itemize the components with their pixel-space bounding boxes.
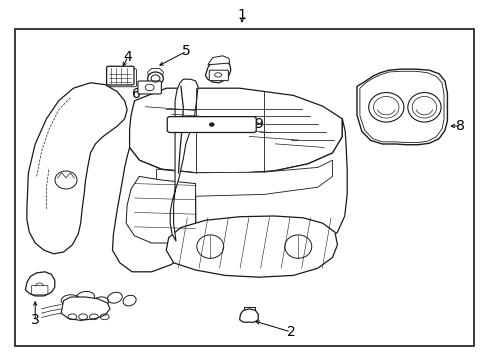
- Polygon shape: [356, 69, 447, 145]
- Ellipse shape: [209, 123, 214, 126]
- FancyBboxPatch shape: [106, 66, 134, 85]
- FancyBboxPatch shape: [138, 81, 161, 94]
- Polygon shape: [166, 216, 337, 277]
- Text: 8: 8: [455, 119, 464, 133]
- Polygon shape: [195, 119, 346, 256]
- Polygon shape: [25, 272, 55, 296]
- Polygon shape: [27, 83, 127, 254]
- Ellipse shape: [147, 72, 163, 85]
- Text: 2: 2: [286, 325, 295, 339]
- Polygon shape: [156, 160, 332, 196]
- Polygon shape: [239, 309, 258, 322]
- FancyBboxPatch shape: [209, 70, 228, 81]
- Text: 3: 3: [31, 314, 40, 327]
- Text: 4: 4: [123, 50, 132, 64]
- Text: 9: 9: [253, 117, 262, 131]
- Ellipse shape: [407, 93, 440, 122]
- Polygon shape: [112, 148, 195, 272]
- Polygon shape: [207, 56, 229, 65]
- Text: 5: 5: [182, 44, 191, 58]
- Text: 7: 7: [220, 64, 229, 78]
- Polygon shape: [205, 60, 230, 83]
- FancyBboxPatch shape: [167, 117, 256, 132]
- Bar: [15, 29, 473, 346]
- Text: 1: 1: [237, 8, 246, 22]
- Ellipse shape: [368, 93, 403, 122]
- Polygon shape: [126, 176, 195, 243]
- Polygon shape: [61, 297, 110, 320]
- Text: 6: 6: [131, 87, 140, 100]
- Polygon shape: [170, 79, 198, 241]
- Polygon shape: [129, 88, 342, 174]
